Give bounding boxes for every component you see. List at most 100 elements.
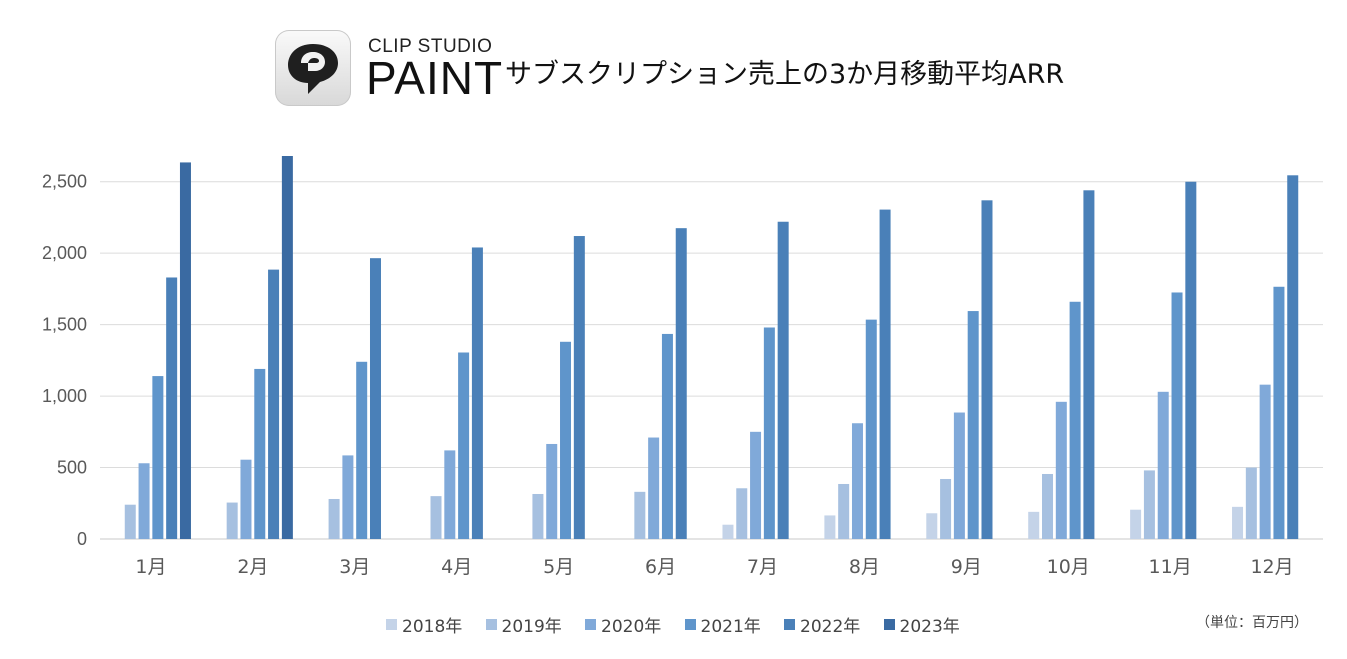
legend-swatch: [585, 618, 596, 630]
bar: [328, 498, 340, 539]
x-tick-label: 4月: [441, 556, 472, 578]
bar: [981, 200, 993, 539]
bar: [471, 247, 483, 539]
bar: [879, 209, 891, 539]
bar: [648, 437, 660, 539]
y-tick-label: 0: [77, 529, 87, 549]
legend-label: 2020年: [601, 616, 662, 637]
bar: [1259, 384, 1271, 539]
bar: [1185, 181, 1197, 540]
x-tick-label: 2月: [237, 556, 268, 578]
bar: [1083, 190, 1095, 540]
y-tick-label: 2,000: [42, 243, 87, 263]
legend-swatch: [684, 618, 696, 630]
x-tick-label: 12月: [1250, 556, 1293, 578]
bar: [546, 443, 558, 539]
x-tick-label: 11月: [1149, 556, 1192, 578]
bar: [152, 376, 164, 539]
y-tick-label: 1,000: [42, 386, 87, 406]
legend-item: 2018年: [386, 612, 463, 637]
bar: [560, 341, 572, 539]
bar: [179, 162, 191, 539]
x-tick-label: 1月: [135, 556, 166, 578]
bar: [1245, 467, 1257, 539]
y-tick-label: 1,500: [42, 315, 87, 335]
bar: [661, 333, 673, 539]
bar: [573, 236, 585, 539]
legend-swatch: [485, 618, 497, 630]
bar: [824, 515, 836, 539]
bar: [1157, 391, 1169, 539]
legend: 2018年 2019年 2020年 2021年 2022年 2023年: [0, 612, 1347, 637]
legend-swatch: [386, 618, 397, 630]
clip-studio-paint-logo-icon: [275, 30, 351, 106]
legend-label: 2018年: [402, 616, 463, 637]
bar: [967, 311, 979, 539]
legend-swatch: [883, 618, 895, 630]
bar: [1273, 286, 1285, 539]
x-axis-ticks: 1月 2月 3月 4月 5月 6月 7月 8月 9月 10月 11月 12月: [135, 556, 1293, 578]
bar: [865, 319, 877, 539]
bar: [268, 269, 280, 539]
bar: [1287, 175, 1299, 540]
bar: [458, 352, 470, 539]
bar: [1130, 509, 1142, 539]
bar: [1232, 506, 1244, 539]
brand-line-1: CLIP STUDIO: [368, 36, 493, 57]
bar: [736, 488, 748, 539]
bar: [722, 524, 734, 539]
bar: [940, 478, 952, 539]
bar: [342, 455, 354, 539]
bar: [750, 431, 762, 539]
bar: [634, 491, 646, 539]
bar: [369, 258, 381, 539]
y-tick-label: 500: [57, 458, 87, 478]
brand-line-2: PAINT: [366, 52, 504, 104]
bar: [953, 412, 965, 539]
x-tick-label: 9月: [951, 556, 982, 578]
x-tick-label: 7月: [747, 556, 778, 578]
x-tick-label: 3月: [339, 556, 370, 578]
x-tick-label: 6月: [645, 556, 676, 578]
bar: [226, 502, 238, 539]
legend-item: 2021年: [684, 612, 761, 637]
bar: [444, 450, 456, 539]
legend-label: 2022年: [800, 616, 861, 637]
chart-title: サブスクリプション売上の3か月移動平均ARR: [505, 59, 1065, 90]
bar: [851, 423, 863, 539]
bar: [254, 368, 266, 539]
bar: [124, 504, 136, 539]
bar: [675, 228, 687, 540]
x-tick-label: 8月: [849, 556, 880, 578]
legend-item: 2023年: [883, 612, 960, 637]
y-tick-label: 2,500: [42, 172, 87, 192]
grid-lines: [100, 181, 1323, 540]
bar: [240, 459, 252, 539]
bar: [1069, 301, 1081, 539]
bar: [1028, 511, 1040, 539]
bar: [1042, 473, 1054, 539]
bar: [926, 513, 938, 539]
bar: [1055, 401, 1067, 539]
bar: [763, 327, 775, 539]
legend-label: 2021年: [700, 616, 761, 637]
bar: [281, 156, 293, 539]
bar: [430, 496, 442, 539]
x-tick-label: 5月: [543, 556, 574, 578]
bar: [1143, 470, 1155, 539]
bar: [1171, 292, 1183, 539]
bar: [356, 361, 368, 539]
y-axis-ticks: 0 500 1,000 1,500 2,000 2,500: [42, 172, 87, 549]
bar: [138, 463, 150, 539]
bars: [124, 156, 1299, 540]
legend-item: 2022年: [784, 612, 861, 637]
bar: [166, 277, 178, 539]
legend-item: 2020年: [585, 612, 662, 637]
bar: [532, 493, 544, 539]
x-tick-label: 10月: [1047, 556, 1090, 578]
legend-item: 2019年: [485, 612, 562, 637]
legend-label: 2023年: [899, 616, 960, 637]
bar: [777, 221, 789, 540]
bar-chart: 0 500 1,000 1,500 2,000 2,500 1月 2月 3月 4月 5月 6月 7月 8…: [42, 156, 1323, 578]
legend-label: 2019年: [501, 616, 562, 637]
